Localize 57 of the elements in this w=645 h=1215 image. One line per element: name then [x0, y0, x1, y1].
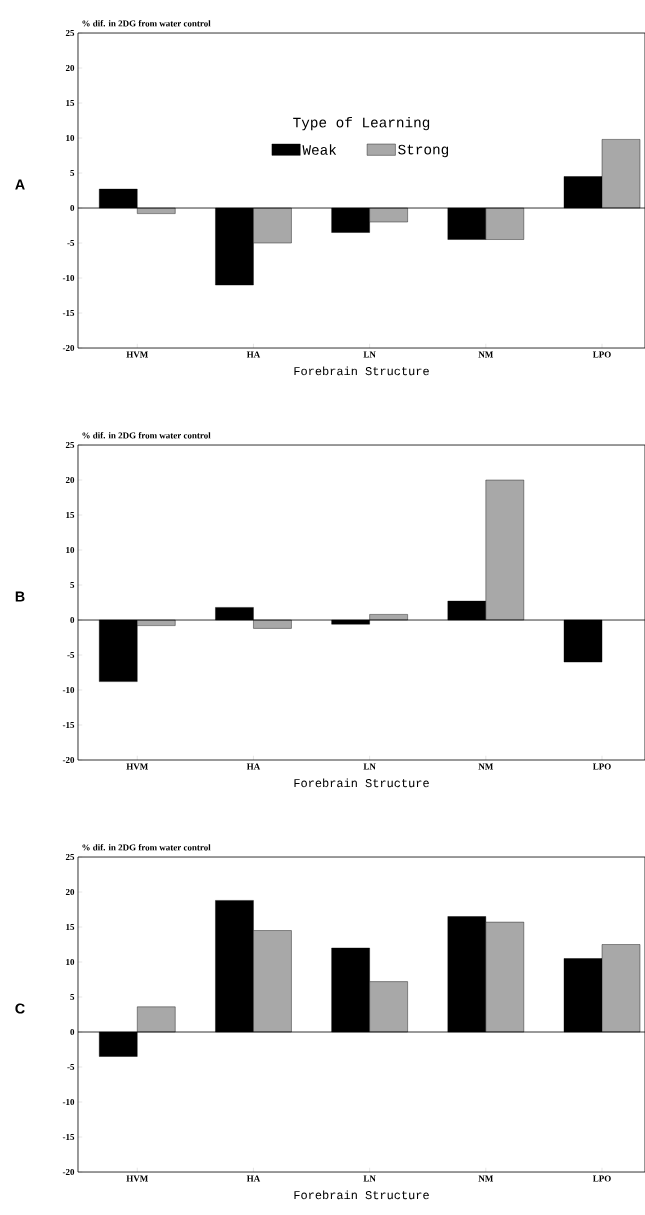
y-tick-label: 10 [66, 546, 74, 554]
legend-label: Strong [397, 144, 448, 158]
y-tick-label: 25 [65, 442, 74, 449]
x-tick-label: HA [246, 763, 260, 770]
y-tick-label: 10 [66, 958, 74, 966]
y-tick-label: 0 [70, 1028, 74, 1036]
text: C [15, 1003, 25, 1014]
x-tick-label: NM [478, 351, 493, 358]
x-tick-label: HA [246, 351, 260, 358]
x-tick-label: HVM [126, 351, 148, 358]
y-tick-label: -5 [67, 1064, 74, 1070]
y-tick-label: -10 [62, 1098, 74, 1106]
y-tick-label: 20 [65, 64, 74, 72]
y-tick-label: 0 [70, 204, 74, 212]
x-tick-label: LN [363, 1175, 376, 1182]
x-axis-title: Forebrain Structure [294, 1190, 429, 1200]
x-tick-label: NM [478, 1175, 493, 1182]
y-axis-title: % dif. in 2DG from water control [82, 432, 211, 439]
y-tick-label: 5 [70, 582, 74, 588]
y-tick-label: 25 [65, 854, 74, 861]
y-tick-label: 15 [66, 512, 74, 519]
y-axis-title: % dif. in 2DG from water control [82, 844, 211, 851]
x-tick-label: LPO [592, 1175, 611, 1182]
x-tick-label: HA [246, 1175, 260, 1182]
y-tick-label: 15 [66, 100, 74, 107]
y-tick-label: 15 [66, 924, 74, 931]
x-tick-label: HVM [126, 1175, 148, 1182]
y-tick-label: -20 [62, 756, 74, 764]
legend-label: Weak [302, 144, 336, 155]
x-tick-label: LPO [592, 351, 611, 358]
y-tick-label: 25 [65, 30, 74, 37]
x-tick-label: LPO [592, 763, 611, 770]
legend-title: Type of Learning [292, 116, 429, 131]
x-tick-label: HVM [126, 763, 148, 770]
y-tick-label: -15 [62, 1134, 74, 1141]
y-tick-label: 5 [70, 994, 74, 1000]
y-tick-label: -15 [62, 722, 74, 729]
y-tick-label: -20 [62, 1168, 74, 1176]
y-tick-label: -5 [67, 240, 74, 246]
x-axis-title: Forebrain Structure [294, 778, 429, 788]
x-tick-label: LN [363, 351, 376, 358]
y-axis-title: % dif. in 2DG from water control [82, 20, 211, 27]
y-tick-label: 20 [65, 476, 74, 484]
y-tick-label: -15 [62, 310, 74, 317]
text: B [15, 591, 25, 602]
x-tick-label: LN [363, 763, 376, 770]
y-tick-label: -10 [62, 274, 74, 282]
y-tick-label: -20 [62, 344, 74, 352]
y-tick-label: -5 [67, 652, 74, 658]
y-tick-label: -10 [62, 686, 74, 694]
y-tick-label: 10 [66, 134, 74, 142]
y-tick-label: 0 [70, 616, 74, 624]
y-tick-label: 20 [65, 888, 74, 896]
y-tick-label: 5 [70, 170, 74, 176]
x-tick-label: NM [478, 763, 493, 770]
text: A [14, 179, 25, 190]
x-axis-title: Forebrain Structure [294, 366, 429, 376]
